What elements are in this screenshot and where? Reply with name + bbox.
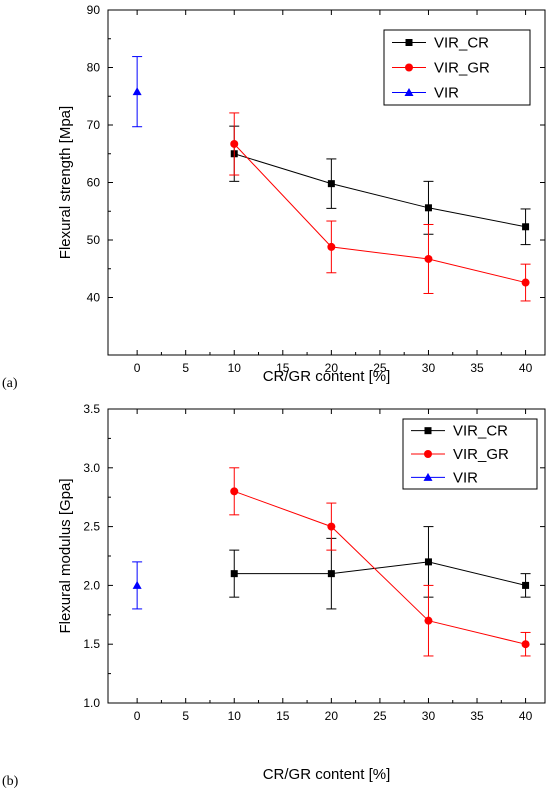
legend-label: VIR_GR <box>453 446 509 463</box>
y-tick-label: 3.0 <box>83 461 100 475</box>
x-tick-label: 5 <box>182 361 189 375</box>
legend-item: VIR <box>411 469 478 486</box>
series-line <box>233 143 526 284</box>
x-tick-label: 35 <box>470 709 484 723</box>
x-tick-label: 30 <box>422 709 436 723</box>
data-point <box>327 522 336 531</box>
data-point <box>424 254 433 263</box>
data-point <box>327 242 336 251</box>
series-vir-cr <box>229 125 531 246</box>
series-vir <box>132 561 143 610</box>
series-vir <box>132 56 143 128</box>
data-point <box>230 139 239 148</box>
panel-label: (a) <box>2 376 18 391</box>
series-line <box>234 561 526 586</box>
legend-marker <box>405 63 413 72</box>
data-point <box>521 278 530 287</box>
x-tick-label: 35 <box>470 361 484 375</box>
x-tick-label: 30 <box>422 361 436 375</box>
x-tick-label: 20 <box>325 361 339 375</box>
series-line <box>234 490 526 645</box>
x-tick-label: 0 <box>134 709 141 723</box>
data-point <box>424 558 432 566</box>
y-tick-label: 70 <box>87 118 101 132</box>
series-vir-gr <box>229 467 531 657</box>
x-tick-label: 25 <box>373 709 387 723</box>
y-tick-label: 3.5 <box>83 402 100 416</box>
x-axis-title: CR/GR content [%] <box>263 368 391 385</box>
data-point <box>327 570 335 578</box>
legend-marker <box>424 450 432 458</box>
y-tick-label: 2.0 <box>83 578 100 592</box>
data-point <box>132 87 142 96</box>
x-axis-title: CR/GR content [%] <box>263 766 391 783</box>
y-tick-label: 2.5 <box>83 520 100 534</box>
data-point <box>424 616 433 625</box>
legend-item: VIR_GR <box>411 446 509 463</box>
legend-item: VIR_GR <box>392 60 490 77</box>
legend-label: VIR <box>434 85 459 102</box>
x-tick-label: 10 <box>228 709 242 723</box>
legend-label: VIR <box>453 469 478 486</box>
legend-label: VIR_GR <box>434 60 490 77</box>
chart-a-flexural-strength: 0 5 10 15 20 25 30 35 40 40 50 60 70 80 90 CR/GR conten… <box>2 3 546 391</box>
legend-marker <box>404 88 414 96</box>
y-tick-label: 60 <box>87 176 101 190</box>
legend-marker <box>405 39 413 46</box>
series-vir-gr <box>229 112 531 302</box>
y-tick-label: 40 <box>87 291 101 305</box>
x-tick-label: 5 <box>182 709 189 723</box>
panel-label: (b) <box>2 774 19 789</box>
legend-item: VIR <box>392 85 459 102</box>
data-point <box>230 570 238 578</box>
data-point <box>327 180 335 188</box>
x-tick-label: 40 <box>519 361 533 375</box>
data-point <box>522 581 530 589</box>
x-tick-label: 0 <box>134 361 141 375</box>
data-point <box>424 204 432 212</box>
legend-marker <box>423 472 433 481</box>
x-tick-label: 25 <box>373 361 387 375</box>
x-tick-label: 15 <box>276 709 290 723</box>
x-tick-label: 10 <box>228 361 242 375</box>
data-point <box>522 223 530 231</box>
legend-label: VIR_CR <box>434 35 489 52</box>
data-point <box>132 580 142 589</box>
y-tick-label: 1.0 <box>83 696 100 710</box>
chart-b-flexural-modulus: 0 5 10 15 20 25 30 35 40 1.0 1.5 2.0 2.5 3.0 3.5 CR/GR … <box>2 402 546 789</box>
x-tick-label: 40 <box>519 709 533 723</box>
y-tick-label: 80 <box>87 61 101 75</box>
x-tick-label: 20 <box>325 709 339 723</box>
y-tick-label: 50 <box>87 233 101 247</box>
legend: VIR_CR VIR_GR VIR <box>383 29 531 106</box>
y-tick-label: 90 <box>87 3 101 17</box>
data-point <box>230 487 239 496</box>
legend-item: VIR_CR <box>411 423 508 440</box>
y-axis-title: Flexural modulus [Gpa] <box>57 478 74 633</box>
series-vir-cr <box>229 526 531 610</box>
legend-item: VIR_CR <box>392 35 489 52</box>
data-point <box>521 640 530 649</box>
legend: VIR_CR VIR_GR VIR <box>402 418 538 490</box>
series-line <box>234 153 526 228</box>
legend-marker <box>424 427 432 435</box>
y-axis-title: Flexural strength [Mpa] <box>57 106 74 259</box>
y-tick-label: 1.5 <box>83 637 100 651</box>
x-tick-label: 15 <box>276 361 290 375</box>
legend-label: VIR_CR <box>453 423 508 440</box>
